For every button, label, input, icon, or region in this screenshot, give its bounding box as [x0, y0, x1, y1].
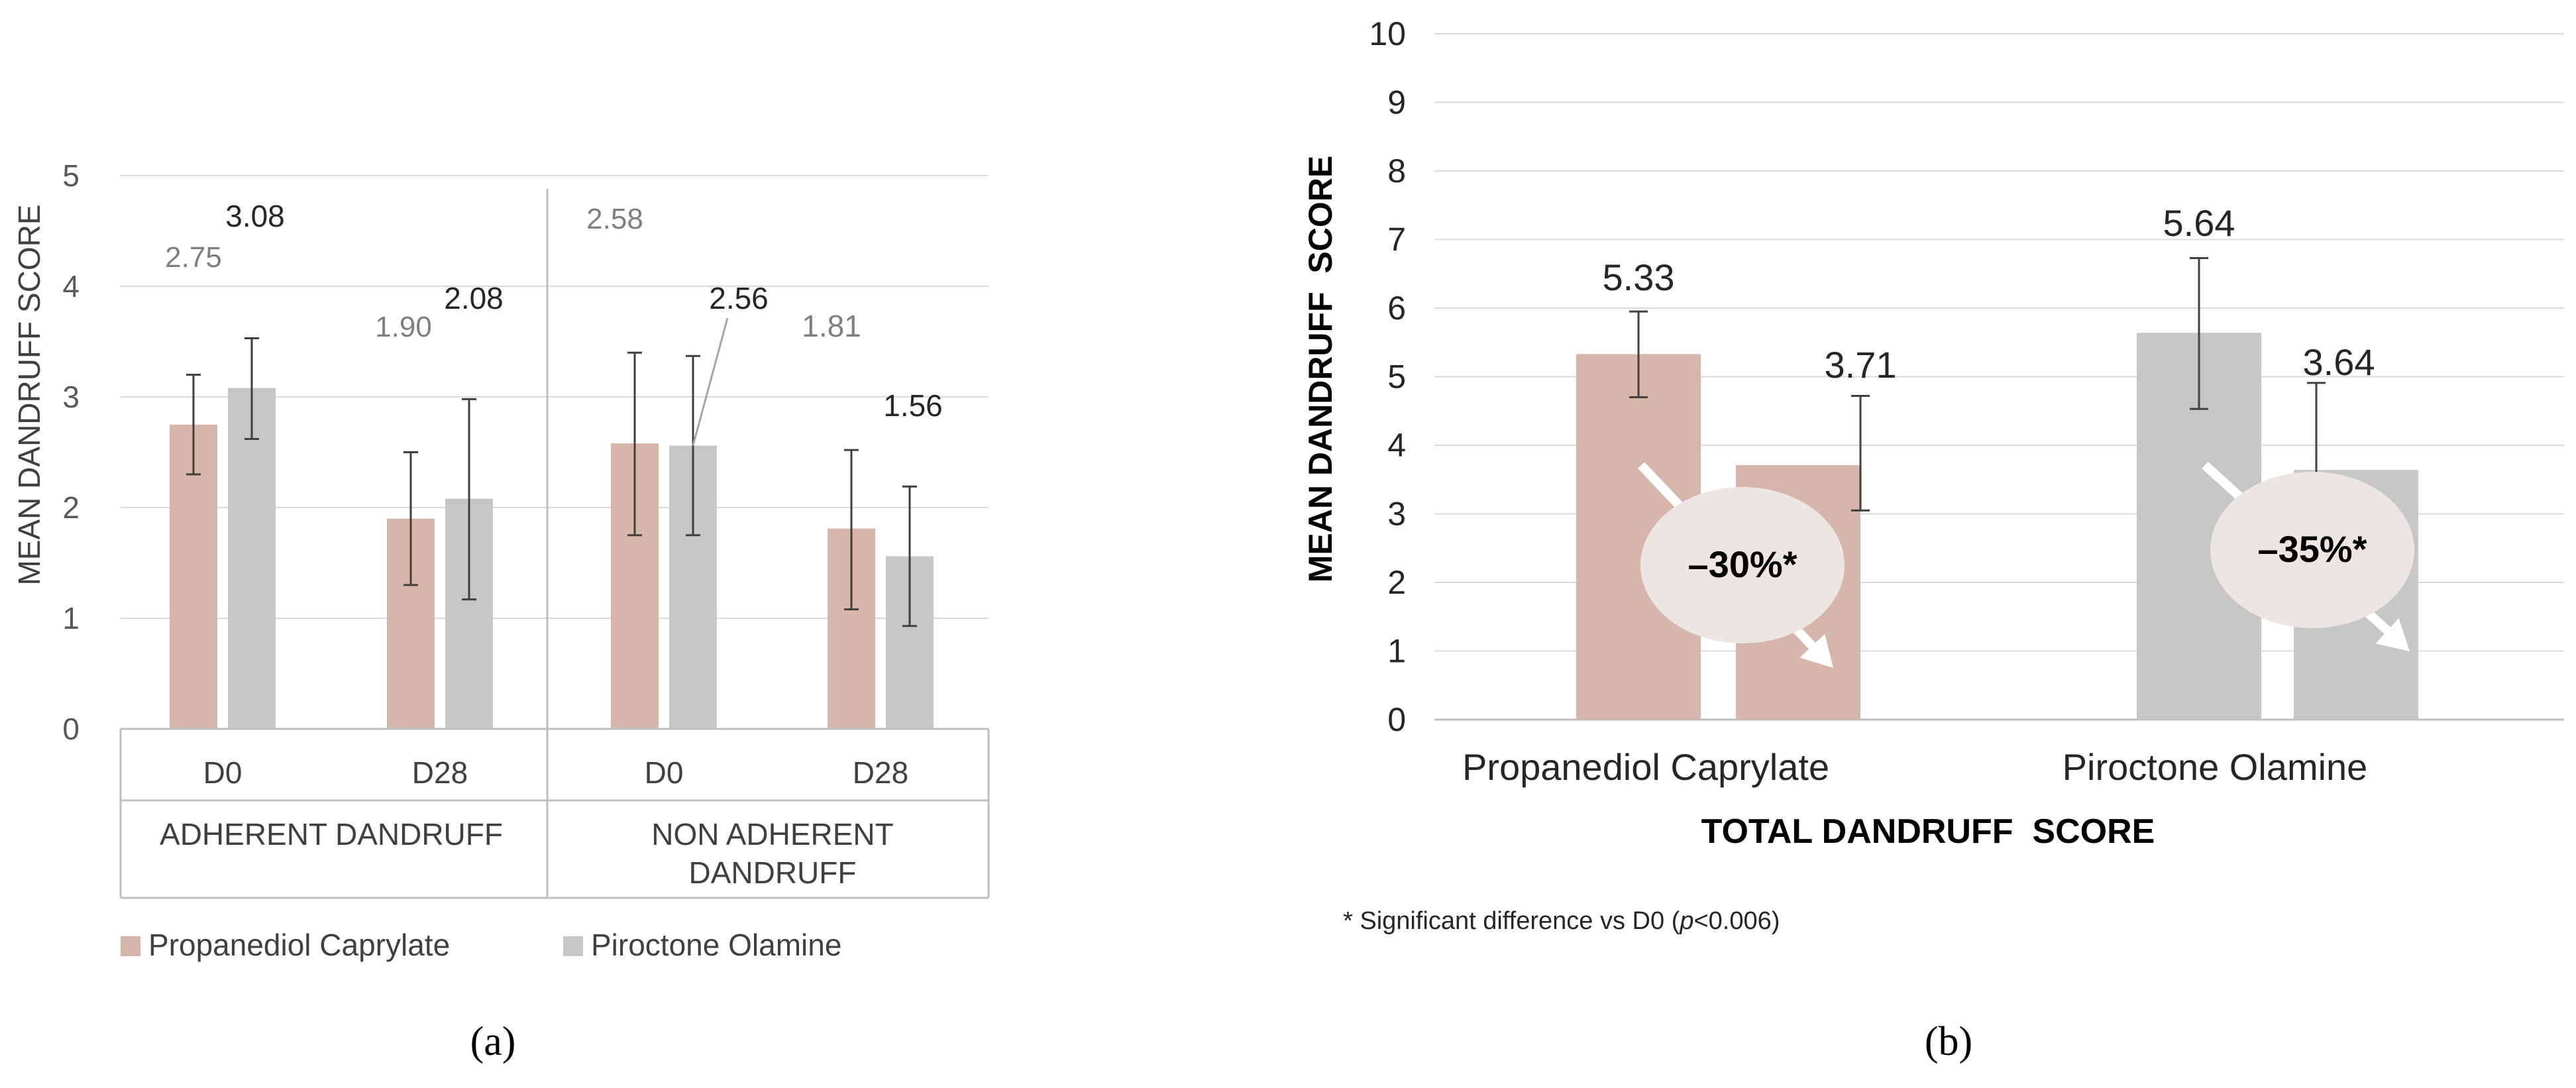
- chart-a-y-tick-label: 0: [62, 712, 80, 746]
- reduction-arrow-head-icon: [2375, 618, 2410, 651]
- panel-a-label: (a): [470, 1019, 516, 1064]
- chart-a-y-tick-label: 4: [62, 269, 80, 303]
- chart-a-data-label: 1.56: [883, 388, 943, 423]
- chart-b-y-tick-label: 4: [1387, 427, 1406, 464]
- chart-b-annotations: –30%* –35%*: [1637, 461, 2414, 668]
- chart-b-y-tick-label: 0: [1387, 701, 1406, 738]
- chart-b-data-label: 3.71: [1825, 344, 1897, 386]
- chart-a-legend: Propanediol Caprylate Piroctone Olamine: [121, 928, 841, 962]
- chart-a-category-label: D0: [645, 755, 684, 790]
- chart-a-data-label: 2.58: [586, 203, 643, 235]
- chart-b-data-labels: 5.33 3.71 5.64 3.64: [1603, 202, 2375, 386]
- chart-a-data-label: 1.90: [375, 311, 432, 343]
- chart-a-leader-line: [692, 317, 729, 446]
- reduction-arrow-head-icon: [1799, 633, 1833, 668]
- legend-label-propanediol: Propanediol Caprylate: [148, 928, 450, 962]
- chart-a: 0 1 2 3 4 5 MEAN DANDRUFF SCORE 2.75 1.90 2.58 1…: [12, 158, 990, 1064]
- chart-b-y-tick-label: 2: [1387, 564, 1406, 601]
- chart-a-category-label: D28: [412, 755, 468, 790]
- chart-a-error-bars: [186, 337, 917, 627]
- chart-b-data-label: 5.33: [1603, 256, 1675, 298]
- chart-a-bars: [170, 388, 934, 729]
- chart-b-y-tick-label: 9: [1387, 84, 1406, 121]
- chart-a-y-tick-label: 1: [62, 601, 80, 635]
- chart-b-y-tick-label: 1: [1387, 633, 1406, 670]
- chart-a-group-label-line: NON ADHERENT: [651, 817, 893, 851]
- chart-a-group-label: ADHERENT DANDRUFF: [160, 817, 503, 851]
- chart-b-y-tick-label: 5: [1387, 358, 1406, 396]
- chart-a-category-label: D28: [853, 755, 908, 790]
- legend-swatch-propanediol: [121, 936, 140, 956]
- chart-b-category-label: Piroctone Olamine: [2063, 746, 2368, 788]
- chart-a-y-tick-label: 5: [62, 158, 80, 193]
- chart-b-y-tick-label: 7: [1387, 221, 1406, 258]
- chart-b-footnote: * Significant difference vs D0 (p<0.006): [1343, 907, 1780, 935]
- chart-b-x-axis-title: TOTAL DANDRUFF SCORE: [1701, 812, 2155, 851]
- chart-a-data-label: 2.56: [709, 281, 769, 315]
- chart-b-category-label: Propanediol Caprylate: [1462, 746, 1829, 788]
- panel-b-label: (b): [1925, 1019, 1972, 1064]
- chart-b-y-tick-label: 3: [1387, 496, 1406, 533]
- chart-a-bar: [228, 388, 276, 729]
- chart-b-data-label: 5.64: [2163, 202, 2235, 244]
- chart-a-data-label: 3.08: [225, 199, 285, 233]
- chart-a-category-axis: [119, 189, 990, 899]
- chart-a-leader-lines: [692, 317, 729, 446]
- chart-a-data-label: 1.81: [802, 309, 861, 343]
- chart-a-group-label-line: DANDRUFF: [689, 855, 857, 890]
- chart-b-error-bars: [1629, 256, 2326, 512]
- chart-b-y-tick-label: 6: [1387, 290, 1406, 327]
- chart-a-y-tick-label: 2: [62, 490, 80, 525]
- legend-label-piroctone: Piroctone Olamine: [591, 928, 841, 962]
- reduction-bubble: [2210, 472, 2414, 628]
- reduction-percent-label: –35%*: [2257, 528, 2367, 570]
- chart-b-y-tick-label: 10: [1369, 15, 1406, 52]
- chart-b-y-tick-label: 8: [1387, 152, 1406, 190]
- chart-a-y-tick-label: 3: [62, 380, 80, 414]
- chart-b: 0 1 2 3 4 5 6 7 8 9 10 MEAN DANDRUFF SCORE 5.33 3.7…: [1302, 15, 2564, 1064]
- chart-a-y-tick-labels: 0 1 2 3 4 5: [62, 158, 80, 746]
- chart-b-data-label: 3.64: [2303, 341, 2375, 383]
- chart-b-y-axis-title: MEAN DANDRUFF SCORE: [1302, 156, 1339, 582]
- legend-swatch-piroctone: [563, 936, 583, 956]
- chart-a-category-label: D0: [203, 755, 242, 790]
- reduction-percent-label: –30%*: [1688, 543, 1797, 585]
- chart-b-y-tick-labels: 0 1 2 3 4 5 6 7 8 9 10: [1369, 15, 1406, 738]
- chart-a-data-labels: 2.75 1.90 2.58 1.81 3.08 2.08 2.56 1.56: [165, 199, 943, 423]
- chart-a-data-label: 2.08: [444, 281, 504, 315]
- reduction-bubble: [1640, 487, 1845, 643]
- chart-a-data-label: 2.75: [165, 241, 222, 274]
- chart-a-y-axis-title: MEAN DANDRUFF SCORE: [12, 204, 46, 585]
